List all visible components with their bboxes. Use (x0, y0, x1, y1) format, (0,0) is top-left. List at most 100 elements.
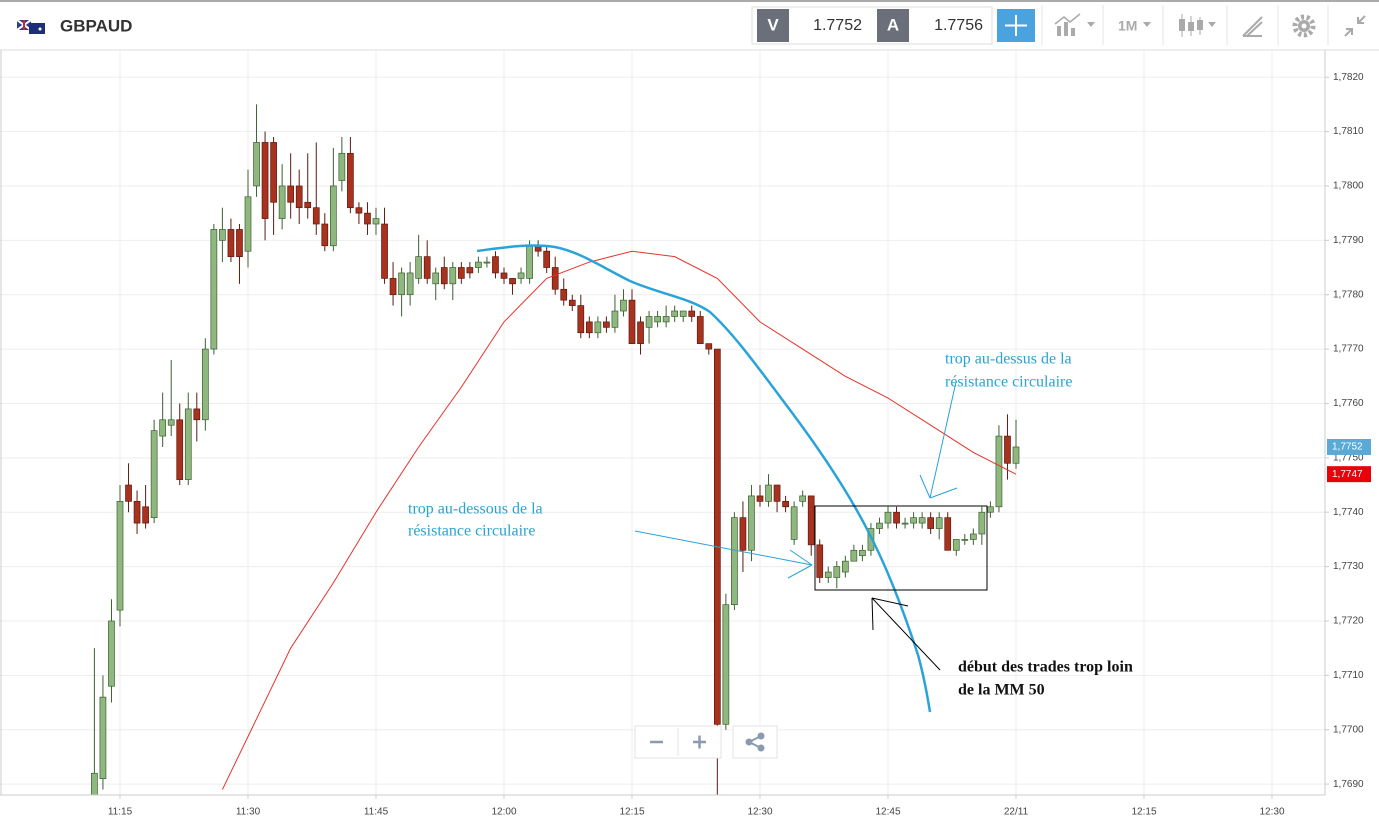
candle-body (782, 501, 789, 508)
crosshair-button[interactable] (997, 9, 1035, 42)
share-button[interactable] (732, 725, 778, 759)
y-tick-label: 1,7750 (1333, 452, 1364, 463)
candle-body (526, 245, 533, 279)
candle-body (236, 229, 243, 257)
candle-body (713, 348, 721, 725)
candle-body (799, 495, 807, 502)
x-tick-label: 12:00 (491, 807, 516, 818)
candle-body (210, 229, 218, 350)
annotation-text: trop au-dessus de la (945, 351, 1072, 368)
candle-body (748, 495, 755, 551)
candle-body (611, 310, 619, 328)
annotation-text: début des trades trop loin (958, 659, 1133, 676)
x-tick-label: 12:45 (875, 807, 900, 818)
header-bar (0, 0, 1379, 50)
candle-body (560, 288, 568, 301)
candle-body (423, 256, 431, 279)
price-label-box (1327, 438, 1371, 455)
candle-body (295, 185, 303, 209)
timeframe-caret (1143, 22, 1151, 27)
candle-body (304, 201, 312, 209)
candle-body (543, 250, 551, 268)
candle-body (381, 223, 388, 279)
candle-body (99, 696, 107, 780)
draw-button[interactable] (1242, 16, 1263, 37)
candle-body (321, 223, 329, 247)
candle-body (364, 212, 371, 225)
flag-icon (16, 19, 45, 34)
bid-label: V (767, 15, 779, 34)
indicator-button[interactable] (1054, 13, 1095, 36)
annotation-text: résistance circulaire (408, 523, 535, 540)
candle-body (884, 511, 892, 524)
bid-button[interactable] (757, 9, 789, 42)
y-tick-label: 1,7800 (1333, 181, 1364, 192)
candle-body (108, 620, 115, 687)
y-tick-label: 1,7690 (1333, 779, 1364, 790)
candle-body (859, 549, 866, 557)
candle-body (398, 272, 405, 296)
candle-body (577, 305, 585, 334)
candle-body (440, 267, 448, 285)
candle-body (671, 310, 679, 317)
y-tick-label: 1,7730 (1333, 561, 1364, 572)
candle-body (133, 501, 141, 524)
candle-body (722, 604, 730, 725)
candle-body (969, 533, 977, 540)
timeframe[interactable]: 1M (1118, 18, 1137, 34)
candle-body (466, 267, 474, 274)
candle-body (500, 272, 508, 279)
price-label: 1,7752 (1332, 442, 1363, 453)
x-tick-label: 22/11 (1004, 807, 1029, 818)
candle-body (406, 272, 414, 296)
candle-body (987, 506, 994, 513)
candle-body (91, 772, 98, 796)
y-tick-label: 1,7710 (1333, 670, 1364, 681)
candle-body (688, 310, 696, 317)
annotation-text: trop au-dessous de la (408, 501, 543, 518)
candle-body (372, 218, 380, 225)
candle-body (278, 185, 286, 219)
collapse-button[interactable] (1344, 15, 1366, 37)
x-tick-label: 12:15 (1131, 807, 1156, 818)
candle-body (637, 321, 644, 344)
candle-body (901, 522, 909, 525)
candle-body (219, 229, 226, 241)
ask-button[interactable] (877, 9, 909, 42)
y-tick-label: 1,7770 (1333, 344, 1364, 355)
y-tick-label: 1,7760 (1333, 398, 1364, 409)
candle-body (944, 517, 952, 551)
candle-body (790, 506, 798, 540)
candle-body (389, 278, 397, 296)
candle-body (603, 321, 610, 328)
arrow-below (634, 530, 813, 579)
candle-body (253, 142, 260, 187)
candle-body (551, 267, 559, 290)
candle-body (594, 321, 602, 334)
candle-body (509, 278, 516, 285)
candle-body (125, 484, 132, 502)
candle-body (201, 348, 209, 421)
candle-body (978, 511, 986, 535)
candle-body (184, 408, 192, 480)
candle-body (312, 207, 320, 225)
plot-area (0, 50, 1325, 796)
candle-body (841, 560, 849, 573)
quote-box (751, 6, 993, 45)
candle-body (568, 299, 576, 306)
moving-average-line (221, 250, 1017, 790)
candle-body (449, 267, 457, 285)
price-label: 1,7747 (1332, 469, 1363, 480)
annotation-text: de la MM 50 (958, 682, 1045, 699)
candle-body (492, 256, 499, 274)
settings-button[interactable] (1292, 14, 1316, 38)
zoom-in-button[interactable] (693, 735, 706, 749)
candle-body (150, 430, 158, 519)
candle-body (475, 261, 482, 268)
y-tick-label: 1,7810 (1333, 126, 1364, 137)
candle-body (628, 299, 636, 344)
annotation-text: résistance circulaire (945, 374, 1072, 391)
chart-type-button[interactable] (1179, 14, 1216, 37)
